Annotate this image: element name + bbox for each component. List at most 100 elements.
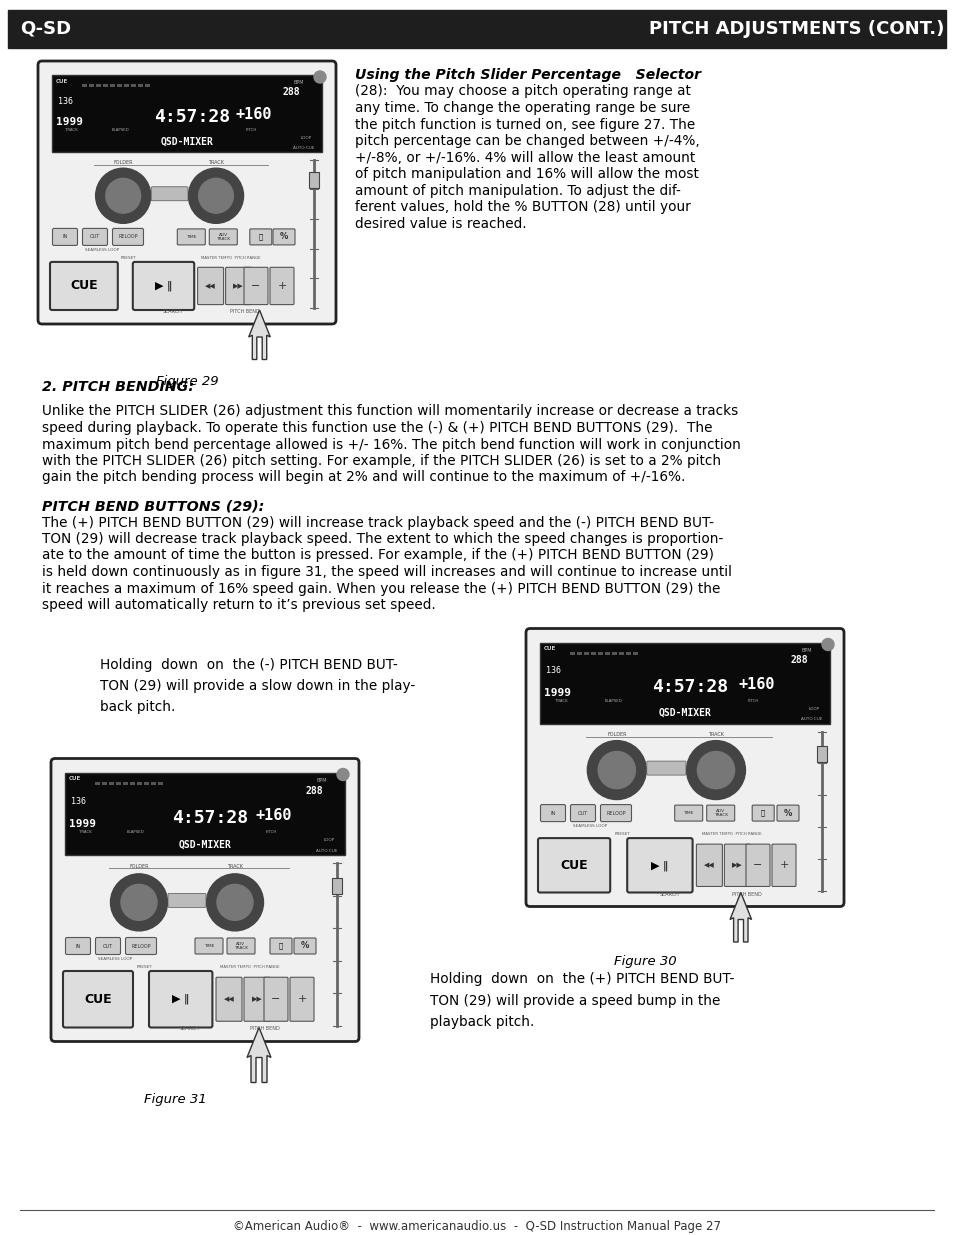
FancyBboxPatch shape [646,761,685,776]
Text: LOOP: LOOP [808,706,820,711]
Circle shape [821,638,833,651]
Text: 136: 136 [58,98,73,106]
Text: OUT: OUT [103,944,113,948]
Bar [96,84,101,88]
FancyBboxPatch shape [776,805,799,821]
Text: SEAMLESS LOOP: SEAMLESS LOOP [98,957,132,961]
FancyBboxPatch shape [151,186,188,201]
Polygon shape [729,893,751,942]
Text: BPM: BPM [294,80,304,85]
Text: TRACK: TRACK [208,161,224,165]
Circle shape [189,168,243,224]
Bar [82,84,87,88]
Text: FOLDER: FOLDER [129,864,149,869]
FancyBboxPatch shape [264,977,288,1021]
FancyBboxPatch shape [250,228,272,245]
Text: TIME: TIME [682,811,693,815]
Bar [52,75,322,152]
Text: FOLDER: FOLDER [606,732,626,737]
Text: PITCH BEND BUTTONS (29):: PITCH BEND BUTTONS (29): [42,499,264,513]
FancyBboxPatch shape [771,845,795,887]
Text: CUE: CUE [543,646,556,652]
FancyBboxPatch shape [537,839,610,893]
Text: TON (29) will provide a speed bump in the: TON (29) will provide a speed bump in th… [430,994,720,1008]
Text: pitch percentage can be changed between +/-4%,: pitch percentage can be changed between … [355,135,699,148]
FancyBboxPatch shape [52,228,77,246]
Bar [103,84,108,88]
FancyBboxPatch shape [197,267,223,305]
Circle shape [206,874,263,931]
Text: PITCH BEND: PITCH BEND [250,1026,279,1031]
Circle shape [106,178,140,214]
Bar [124,84,129,88]
Text: TRACK: TRACK [227,864,243,869]
Text: ▶▶: ▶▶ [731,862,742,868]
Text: ADV
TRACK: ADV TRACK [233,942,248,950]
Bar [95,783,100,785]
FancyBboxPatch shape [215,977,242,1021]
FancyBboxPatch shape [294,939,315,953]
Bar [65,773,345,855]
Text: IN: IN [75,944,81,948]
FancyBboxPatch shape [706,805,734,821]
Text: back pitch.: back pitch. [100,700,175,714]
Text: +160: +160 [235,107,272,122]
FancyBboxPatch shape [745,845,769,887]
Text: 🔒: 🔒 [278,942,283,950]
Text: TRACK: TRACK [78,830,91,834]
Text: 136: 136 [71,797,86,806]
Text: SEAMLESS LOOP: SEAMLESS LOOP [573,824,606,829]
Text: ELAPSED: ELAPSED [127,830,145,834]
Text: any time. To change the operating range be sure: any time. To change the operating range … [355,101,690,115]
Text: gain the pitch bending process will begin at 2% and will continue to the maximum: gain the pitch bending process will begi… [42,471,684,484]
Text: PITCH BEND: PITCH BEND [230,309,259,314]
Text: AUTO CUE: AUTO CUE [293,146,314,149]
Text: BPM: BPM [801,648,811,653]
FancyBboxPatch shape [723,845,750,887]
Text: 🔒: 🔒 [258,233,263,240]
Bar [8,10,945,48]
Text: +/-8%, or +/-16%. 4% will allow the least amount: +/-8%, or +/-16%. 4% will allow the leas… [355,151,695,164]
FancyBboxPatch shape [270,939,292,953]
Text: RELOOP: RELOOP [118,235,137,240]
Text: TRACK: TRACK [707,732,723,737]
FancyBboxPatch shape [209,228,237,245]
Text: ▶ ‖: ▶ ‖ [172,994,190,1004]
Bar [583,652,588,656]
Bar [309,172,318,188]
Bar [625,652,630,656]
Text: OUT: OUT [578,810,587,815]
Text: %: % [300,941,309,951]
Text: QSD-MIXER: QSD-MIXER [178,840,232,850]
Text: PITCH: PITCH [747,699,758,703]
Polygon shape [249,310,270,359]
Bar [116,783,121,785]
Text: 1999: 1999 [56,117,83,127]
Text: Figure 29: Figure 29 [155,375,218,388]
Bar [158,783,163,785]
Text: RELOOP: RELOOP [132,944,151,948]
Text: +: + [779,861,788,871]
FancyBboxPatch shape [112,228,143,246]
Text: PITCH: PITCH [245,128,256,132]
Circle shape [314,70,326,83]
Text: TON (29) will provide a slow down in the play-: TON (29) will provide a slow down in the… [100,679,415,693]
Text: %: % [279,232,288,241]
Text: it reaches a maximum of 16% speed gain. When you release the (+) PITCH BEND BUTT: it reaches a maximum of 16% speed gain. … [42,582,720,595]
Text: −: − [753,861,761,871]
FancyBboxPatch shape [225,267,252,305]
Text: AUTO CUE: AUTO CUE [800,718,821,721]
FancyBboxPatch shape [227,939,254,953]
Text: TRACK: TRACK [65,128,77,132]
Text: LOOP: LOOP [323,839,335,842]
Text: CUE: CUE [70,279,97,293]
Bar [102,783,107,785]
FancyBboxPatch shape [273,228,294,245]
Text: Unlike the PITCH SLIDER (26) adjustment this function will momentarily increase : Unlike the PITCH SLIDER (26) adjustment … [42,405,738,419]
Text: 288: 288 [305,785,323,795]
Circle shape [587,741,645,799]
FancyBboxPatch shape [751,805,774,821]
Text: CUE: CUE [84,993,112,1005]
Bar [577,652,581,656]
FancyBboxPatch shape [82,228,108,246]
